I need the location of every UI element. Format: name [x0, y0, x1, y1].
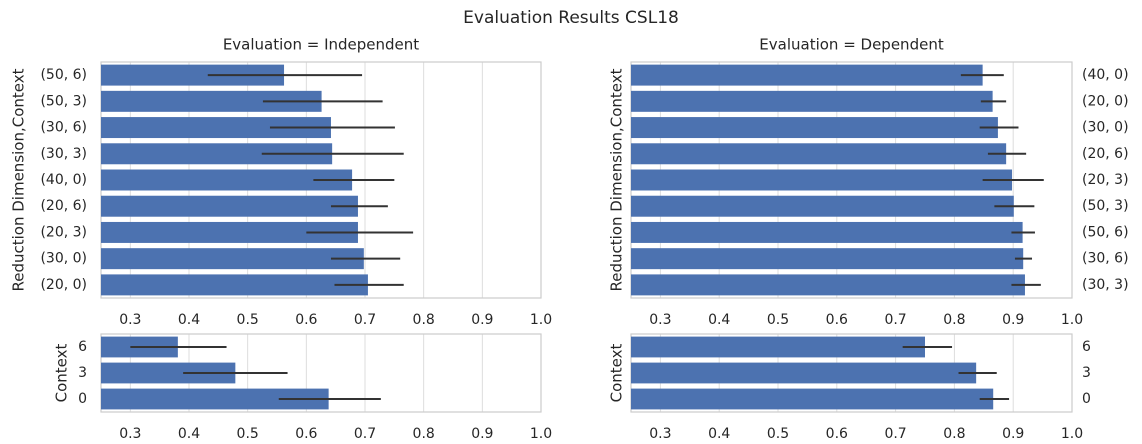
x-tick-label: 1.0 [1061, 426, 1083, 442]
x-tick-label: 0.6 [826, 312, 848, 328]
x-tick-label: 0.4 [178, 312, 200, 328]
y-tick-label: (20, 0) [40, 277, 87, 293]
y-axis-label: Reduction Dimension,Context [608, 68, 626, 291]
y-tick-label: (40, 0) [40, 172, 87, 188]
bar [631, 169, 1013, 191]
panel-title: Evaluation = Dependent [759, 36, 944, 54]
bar [101, 90, 322, 112]
bar [631, 388, 994, 410]
bar [101, 195, 358, 217]
bar [631, 195, 1014, 217]
x-tick-label: 0.4 [178, 426, 200, 442]
y-tick-label: (30, 3) [1082, 277, 1129, 293]
bar [631, 221, 1023, 243]
y-tick-label: (30, 6) [40, 120, 87, 136]
x-tick-label: 0.7 [354, 312, 376, 328]
x-tick-label: 0.6 [826, 426, 848, 442]
bar [631, 143, 1007, 165]
x-tick-label: 0.3 [119, 426, 141, 442]
bar [631, 274, 1025, 296]
bar [631, 248, 1024, 270]
y-tick-label: (50, 3) [40, 93, 87, 109]
y-tick-label: (50, 3) [1082, 198, 1129, 214]
x-tick-label: 0.9 [471, 426, 493, 442]
y-tick-label: (30, 3) [40, 146, 87, 162]
x-tick-label: 0.8 [413, 312, 435, 328]
y-axis-label: Reduction Dimension,Context [10, 68, 28, 291]
bar [101, 248, 364, 270]
x-tick-label: 0.9 [1002, 312, 1024, 328]
x-tick-label: 0.3 [649, 426, 671, 442]
bar [101, 64, 285, 86]
x-tick-label: 1.0 [1061, 312, 1083, 328]
x-tick-label: 0.5 [237, 426, 259, 442]
panel-title: Evaluation = Independent [223, 36, 419, 54]
y-tick-label: 6 [78, 339, 87, 355]
x-tick-label: 0.3 [649, 312, 671, 328]
y-axis-label: Context [608, 344, 626, 403]
x-tick-label: 0.7 [884, 426, 906, 442]
bar [631, 336, 925, 358]
y-tick-label: 3 [1082, 365, 1091, 381]
y-tick-label: 0 [1082, 391, 1091, 407]
x-tick-label: 0.4 [708, 312, 730, 328]
bar [101, 274, 368, 296]
x-tick-label: 0.5 [767, 312, 789, 328]
x-tick-label: 0.8 [413, 426, 435, 442]
y-tick-label: (20, 6) [40, 198, 87, 214]
y-tick-label: (40, 0) [1082, 67, 1129, 83]
x-tick-label: 0.7 [354, 426, 376, 442]
y-tick-label: (20, 6) [1082, 146, 1129, 162]
bar [101, 169, 353, 191]
y-tick-label: (50, 6) [1082, 224, 1129, 240]
x-tick-label: 0.6 [295, 312, 317, 328]
y-tick-label: (30, 6) [1082, 251, 1129, 267]
y-tick-label: (20, 3) [40, 224, 87, 240]
y-tick-label: 6 [1082, 339, 1091, 355]
bar [101, 388, 329, 410]
x-tick-label: 1.0 [530, 312, 552, 328]
bar [101, 143, 333, 165]
bar [101, 221, 358, 243]
y-tick-label: 0 [78, 391, 87, 407]
bar [631, 117, 998, 139]
x-tick-label: 0.9 [1002, 426, 1024, 442]
x-tick-label: 0.7 [884, 312, 906, 328]
bar [101, 362, 236, 384]
x-tick-label: 0.3 [119, 312, 141, 328]
x-tick-label: 0.8 [943, 426, 965, 442]
bar [631, 64, 983, 86]
y-tick-label: (50, 6) [40, 67, 87, 83]
x-tick-label: 0.9 [471, 312, 493, 328]
x-tick-label: 0.6 [295, 426, 317, 442]
x-tick-label: 0.5 [767, 426, 789, 442]
y-tick-label: (30, 0) [1082, 120, 1129, 136]
y-axis-label: Context [53, 344, 71, 403]
figure-title: Evaluation Results CSL18 [463, 8, 679, 28]
x-tick-label: 0.5 [237, 312, 259, 328]
bar [631, 362, 977, 384]
x-tick-label: 1.0 [530, 426, 552, 442]
bar [101, 117, 331, 139]
y-tick-label: 3 [78, 365, 87, 381]
x-tick-label: 0.4 [708, 426, 730, 442]
bar [631, 90, 993, 112]
y-tick-label: (20, 0) [1082, 93, 1129, 109]
y-tick-label: (20, 3) [1082, 172, 1129, 188]
x-tick-label: 0.8 [943, 312, 965, 328]
y-tick-label: (30, 0) [40, 251, 87, 267]
